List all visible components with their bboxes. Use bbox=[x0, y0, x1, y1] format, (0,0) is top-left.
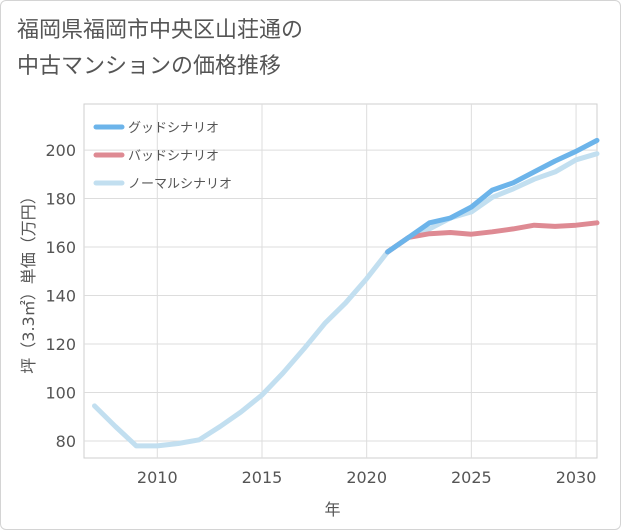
legend-normal-label: ノーマルシナリオ bbox=[128, 177, 232, 192]
y-tick-label: 140 bbox=[45, 287, 76, 306]
y-axis-label: 坪（3.3㎡）単価（万円） bbox=[19, 188, 38, 373]
series-line-good bbox=[385, 137, 600, 255]
series-line-normal bbox=[92, 151, 600, 449]
x-tick-label: 2030 bbox=[556, 468, 597, 487]
x-tick-label: 2025 bbox=[451, 468, 492, 487]
y-tick-label: 200 bbox=[45, 141, 76, 160]
title-line-1: 福岡県福岡市中央区山荘通の bbox=[17, 18, 304, 43]
chart-title: 福岡県福岡市中央区山荘通の 中古マンションの価格推移 bbox=[17, 13, 303, 85]
x-tick-label: 2015 bbox=[242, 468, 283, 487]
series-line-bad bbox=[385, 220, 600, 255]
legend-bad-label: バッドシナリオ bbox=[128, 149, 219, 164]
y-tick-label: 160 bbox=[45, 238, 76, 257]
legend-good-label: グッドシナリオ bbox=[128, 121, 219, 136]
plot-area bbox=[83, 103, 598, 459]
x-axis-label: 年 bbox=[324, 500, 340, 519]
y-tick-label: 100 bbox=[45, 384, 76, 403]
y-tick-label: 180 bbox=[45, 190, 76, 209]
y-tick-label: 120 bbox=[45, 335, 76, 354]
x-tick-label: 2020 bbox=[346, 468, 387, 487]
title-line-2: 中古マンションの価格推移 bbox=[17, 54, 282, 79]
y-tick-label: 80 bbox=[56, 432, 76, 451]
x-tick-label: 2010 bbox=[137, 468, 178, 487]
